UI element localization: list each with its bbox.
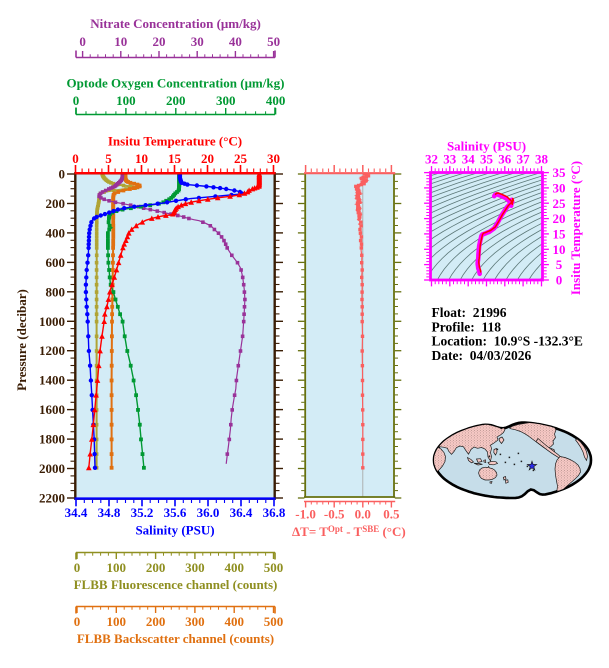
svg-text:35: 35 [553,165,567,180]
svg-text:FLBB Fluorescence channel (cou: FLBB Fluorescence channel (counts) [74,577,278,592]
svg-text:500: 500 [264,560,284,575]
svg-text:Location: 10.9°S -132.3°E: Location: 10.9°S -132.3°E [432,334,583,349]
svg-text:Pressure (decibar): Pressure (decibar) [14,289,29,391]
svg-text:0: 0 [59,167,66,182]
svg-text:10: 10 [114,34,127,49]
svg-text:100: 100 [116,93,136,108]
svg-text:300: 300 [216,93,236,108]
svg-text:34.8: 34.8 [98,505,121,520]
svg-text:Date: 04/03/2026: Date: 04/03/2026 [432,348,532,363]
svg-text:15: 15 [553,226,567,241]
svg-text:400: 400 [46,225,66,240]
svg-text:0: 0 [74,560,81,575]
svg-text:1400: 1400 [39,373,65,388]
svg-text:25: 25 [553,196,567,211]
svg-text:Optode Oxygen Concentration (μ: Optode Oxygen Concentration (μm/kg) [67,76,285,91]
svg-text:Nitrate Concentration (μm/kg): Nitrate Concentration (μm/kg) [90,16,261,31]
svg-text:1000: 1000 [39,314,65,329]
svg-text:-1.0: -1.0 [295,507,316,522]
svg-text:0: 0 [72,151,79,166]
svg-text:Insitu Temperature (°C): Insitu Temperature (°C) [108,134,242,149]
svg-text:Salinity (PSU): Salinity (PSU) [447,139,526,154]
svg-text:20: 20 [201,151,214,166]
svg-text:5: 5 [556,257,563,272]
svg-text:Salinity (PSU): Salinity (PSU) [135,523,214,538]
svg-text:5: 5 [105,151,112,166]
svg-text:Profile: 118: Profile: 118 [432,319,502,334]
svg-text:36.4: 36.4 [230,505,253,520]
svg-text:2200: 2200 [39,491,65,506]
svg-text:0: 0 [556,273,563,288]
svg-text:50: 50 [267,34,280,49]
svg-text:200: 200 [146,614,166,629]
svg-text:33: 33 [443,152,457,167]
svg-text:30: 30 [267,151,280,166]
svg-text:600: 600 [46,255,66,270]
svg-text:10: 10 [553,242,566,257]
svg-text:20: 20 [153,34,166,49]
svg-text:36.0: 36.0 [197,505,220,520]
svg-text:0.5: 0.5 [383,507,400,522]
svg-text:40: 40 [229,34,242,49]
svg-text:300: 300 [185,560,205,575]
svg-text:Insitu Temperature (°C): Insitu Temperature (°C) [568,161,583,295]
svg-text:300: 300 [185,614,205,629]
svg-text:20: 20 [553,211,566,226]
svg-text:400: 400 [266,93,286,108]
svg-text:0: 0 [79,34,86,49]
svg-text:34: 34 [462,152,476,167]
svg-text:0: 0 [73,93,80,108]
svg-text:0: 0 [74,614,81,629]
svg-text:36.8: 36.8 [263,505,286,520]
svg-text:34.4: 34.4 [65,505,88,520]
svg-text:ΔT= TOpt - TSBE (°C): ΔT= TOpt - TSBE (°C) [292,524,406,539]
svg-text:800: 800 [46,284,66,299]
svg-text:1200: 1200 [39,343,65,358]
svg-text:38: 38 [535,152,549,167]
svg-text:500: 500 [264,614,284,629]
svg-text:15: 15 [168,151,182,166]
svg-text:1800: 1800 [39,432,65,447]
svg-text:400: 400 [224,614,244,629]
svg-text:Float: 21996: Float: 21996 [432,305,507,320]
svg-text:30: 30 [191,34,204,49]
svg-text:25: 25 [234,151,248,166]
svg-text:10: 10 [135,151,148,166]
svg-text:200: 200 [46,196,66,211]
svg-text:-0.5: -0.5 [324,507,345,522]
svg-text:FLBB Backscatter channel (coun: FLBB Backscatter channel (counts) [77,631,274,646]
svg-text:200: 200 [146,560,166,575]
svg-text:400: 400 [224,560,244,575]
svg-text:35.2: 35.2 [131,505,154,520]
svg-text:36: 36 [498,152,512,167]
svg-text:32: 32 [425,152,438,167]
svg-text:30: 30 [553,180,566,195]
svg-text:100: 100 [107,560,127,575]
svg-text:100: 100 [107,614,127,629]
svg-text:37: 37 [517,152,531,167]
svg-text:2000: 2000 [39,461,65,476]
svg-text:0.0: 0.0 [355,507,371,522]
svg-text:35: 35 [480,152,494,167]
svg-text:200: 200 [166,93,186,108]
svg-text:35.6: 35.6 [164,505,187,520]
svg-text:1600: 1600 [39,402,65,417]
